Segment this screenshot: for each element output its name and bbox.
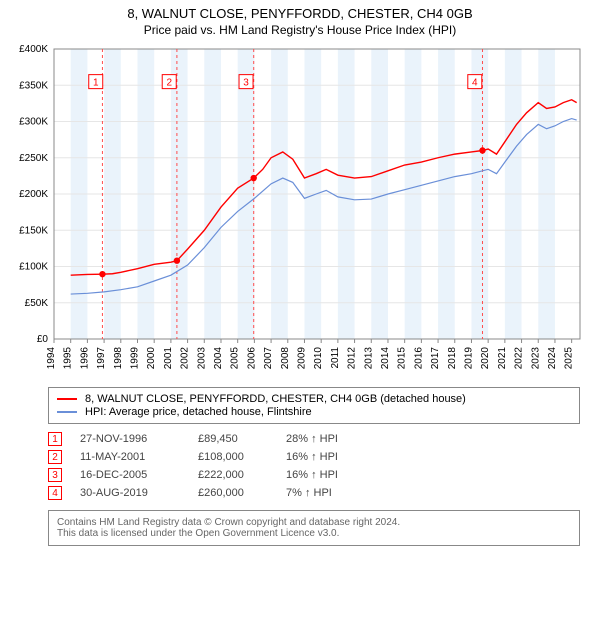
svg-text:4: 4 — [472, 77, 478, 88]
x-tick-label: 2025 — [564, 347, 575, 370]
x-tick-label: 2010 — [313, 347, 324, 370]
x-tick-label: 2003 — [196, 347, 207, 370]
x-tick-label: 2021 — [497, 347, 508, 370]
x-tick-label: 1994 — [46, 347, 57, 370]
svg-text:3: 3 — [243, 77, 249, 88]
x-tick-label: 2008 — [280, 347, 291, 370]
x-tick-label: 2002 — [180, 347, 191, 370]
page: 8, WALNUT CLOSE, PENYFFORDD, CHESTER, CH… — [0, 0, 600, 546]
transaction-table: 1 27-NOV-1996 £89,450 28% ↑ HPI 2 11-MAY-2001… — [48, 432, 580, 500]
data-point — [174, 258, 180, 264]
tx-date: 11-MAY-2001 — [80, 451, 180, 463]
x-tick-label: 2012 — [347, 347, 358, 370]
footer-line-1: Contains HM Land Registry data © Crown c… — [57, 517, 571, 528]
x-tick-label: 2007 — [263, 347, 274, 370]
x-tick-label: 2024 — [547, 347, 558, 370]
legend: 8, WALNUT CLOSE, PENYFFORDD, CHESTER, CH… — [48, 387, 580, 424]
x-tick-label: 2000 — [146, 347, 157, 370]
x-tick-label: 1996 — [79, 347, 90, 370]
tx-price: £260,000 — [198, 487, 268, 499]
y-tick-label: £0 — [37, 334, 49, 345]
x-tick-label: 1997 — [96, 347, 107, 370]
footer-attribution: Contains HM Land Registry data © Crown c… — [48, 510, 580, 546]
y-tick-label: £150K — [19, 225, 48, 236]
x-tick-label: 2019 — [463, 347, 474, 370]
y-tick-label: £300K — [19, 117, 48, 128]
x-tick-label: 2005 — [230, 347, 241, 370]
data-point — [479, 147, 485, 153]
svg-text:2: 2 — [166, 77, 172, 88]
tx-marker: 3 — [48, 468, 62, 482]
tx-marker: 4 — [48, 486, 62, 500]
tx-marker: 1 — [48, 432, 62, 446]
tx-date: 27-NOV-1996 — [80, 433, 180, 445]
legend-label: HPI: Average price, detached house, Flin… — [85, 406, 312, 418]
chart-title: 8, WALNUT CLOSE, PENYFFORDD, CHESTER, CH… — [0, 0, 600, 39]
x-tick-label: 2013 — [363, 347, 374, 370]
legend-label: 8, WALNUT CLOSE, PENYFFORDD, CHESTER, CH… — [85, 393, 466, 405]
svg-text:1: 1 — [93, 77, 99, 88]
tx-pct: 7% ↑ HPI — [286, 487, 376, 499]
transaction-row: 4 30-AUG-2019 £260,000 7% ↑ HPI — [48, 486, 580, 500]
transaction-row: 3 16-DEC-2005 £222,000 16% ↑ HPI — [48, 468, 580, 482]
tx-pct: 16% ↑ HPI — [286, 451, 376, 463]
y-tick-label: £250K — [19, 153, 48, 164]
y-tick-label: £100K — [19, 262, 48, 273]
transaction-row: 1 27-NOV-1996 £89,450 28% ↑ HPI — [48, 432, 580, 446]
x-tick-label: 2014 — [380, 347, 391, 370]
title-line-1: 8, WALNUT CLOSE, PENYFFORDD, CHESTER, CH… — [0, 6, 600, 21]
x-tick-label: 2004 — [213, 347, 224, 370]
x-tick-label: 2022 — [514, 347, 525, 370]
tx-pct: 16% ↑ HPI — [286, 469, 376, 481]
line-chart: £0 £50K £100K £150K £200K £250K £300K £350K £400… — [10, 43, 590, 383]
y-tick-label: £200K — [19, 189, 48, 200]
legend-swatch — [57, 398, 77, 400]
x-tick-label: 2006 — [246, 347, 257, 370]
transaction-row: 2 11-MAY-2001 £108,000 16% ↑ HPI — [48, 450, 580, 464]
title-line-2: Price paid vs. HM Land Registry's House … — [0, 23, 600, 37]
footer-line-2: This data is licensed under the Open Gov… — [57, 528, 571, 539]
data-point — [251, 175, 257, 181]
chart-area: £0 £50K £100K £150K £200K £250K £300K £350K £400… — [10, 43, 590, 383]
x-tick-label: 2017 — [430, 347, 441, 370]
x-tick-label: 2023 — [530, 347, 541, 370]
x-tick-label: 2016 — [413, 347, 424, 370]
x-tick-label: 2011 — [330, 347, 341, 369]
x-tick-label: 1995 — [63, 347, 74, 370]
data-point — [99, 271, 105, 277]
x-tick-label: 2020 — [480, 347, 491, 370]
x-tick-label: 2001 — [163, 347, 174, 370]
x-tick-label: 2015 — [397, 347, 408, 370]
tx-date: 16-DEC-2005 — [80, 469, 180, 481]
y-tick-label: £50K — [25, 298, 49, 309]
tx-price: £222,000 — [198, 469, 268, 481]
x-tick-label: 2018 — [447, 347, 458, 370]
tx-marker: 2 — [48, 450, 62, 464]
x-tick-label: 1999 — [129, 347, 140, 370]
x-tick-label: 1998 — [113, 347, 124, 370]
tx-price: £89,450 — [198, 433, 268, 445]
legend-swatch — [57, 411, 77, 413]
x-tick-label: 2009 — [296, 347, 307, 370]
legend-item: 8, WALNUT CLOSE, PENYFFORDD, CHESTER, CH… — [57, 393, 571, 405]
tx-pct: 28% ↑ HPI — [286, 433, 376, 445]
y-tick-label: £350K — [19, 80, 48, 91]
tx-price: £108,000 — [198, 451, 268, 463]
legend-item: HPI: Average price, detached house, Flin… — [57, 406, 571, 418]
tx-date: 30-AUG-2019 — [80, 487, 180, 499]
y-tick-label: £400K — [19, 44, 48, 55]
